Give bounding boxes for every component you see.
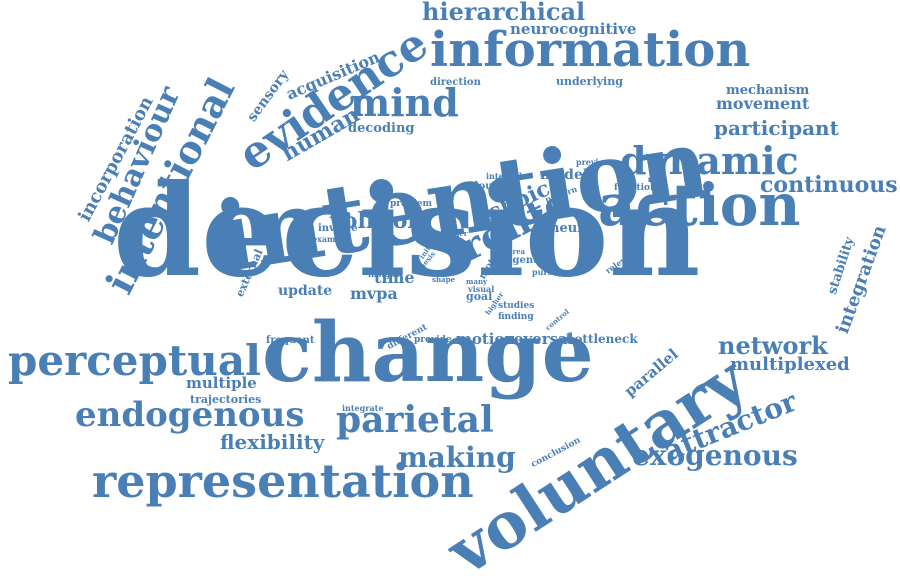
word-perceptual: perceptual [8, 336, 261, 385]
word-mechanism: mechanism [726, 83, 810, 98]
word-area: area [508, 247, 526, 256]
word-finding: finding [498, 312, 534, 322]
word-neurocognitive: neurocognitive [510, 20, 637, 38]
word-frequent: frequent [266, 335, 315, 346]
word-insight: insight [368, 269, 400, 279]
word-effort: effort [532, 229, 554, 238]
word-shape: shape [432, 275, 455, 284]
word-trajectories: trajectories [190, 393, 262, 406]
word-time: time [374, 268, 415, 287]
word-mvpa: mvpa [350, 284, 398, 303]
word-colour: colour [462, 181, 498, 192]
word-network: network [718, 331, 828, 360]
word-volition: volition [330, 208, 424, 234]
word-agent: agent [506, 255, 538, 266]
word-neural: neural [550, 221, 598, 236]
word-decoding: decoding [348, 121, 415, 136]
word-order: order [446, 229, 468, 238]
word-value: value [536, 259, 557, 268]
word-action: action [598, 171, 801, 239]
word-bottleneck: bottleneck [566, 332, 638, 346]
word-mind: mind [350, 80, 459, 125]
word-multiplexed: multiplexed [730, 354, 850, 375]
word-previous: previous [576, 157, 615, 167]
word-model: model [540, 167, 589, 183]
word-goal: goal [466, 290, 493, 303]
word-example: example [312, 234, 350, 244]
word-internal: internal [486, 171, 522, 181]
word-exogenous: exogenous [632, 439, 798, 472]
word-problem: problem [390, 199, 432, 209]
word-functional: functional [614, 183, 666, 193]
word-flexibility: flexibility [220, 430, 325, 454]
word-participant: participant [714, 116, 839, 140]
word-continuous: continuous [760, 172, 898, 198]
word-dynamic: dynamic [620, 138, 799, 183]
word-representation: representation [92, 454, 474, 508]
word-visual: visual [468, 284, 495, 294]
word-decision: decision [113, 157, 701, 305]
word-reversal: reversal [506, 330, 574, 348]
word-hierarchical: hierarchical [422, 0, 586, 26]
word-endogenous: endogenous [75, 395, 305, 435]
word-provide: provide [414, 335, 452, 345]
word-motion: motion [456, 330, 516, 348]
word-underlying: underlying [556, 75, 623, 88]
word-information: information [430, 22, 751, 78]
word-making: making [398, 441, 516, 474]
word-multiple: multiple [186, 374, 257, 392]
word-integrate: integrate [342, 403, 384, 413]
word-parietal: parietal [336, 399, 494, 441]
word-change: change [262, 305, 594, 401]
word-direction: direction [430, 77, 481, 88]
word-involve: involve [318, 223, 358, 234]
word-studies: studies [498, 301, 535, 311]
word-movement: movement [716, 94, 810, 113]
word-many: many [466, 277, 488, 286]
word-update: update [278, 283, 333, 299]
word-pursue: pursue [532, 267, 564, 277]
